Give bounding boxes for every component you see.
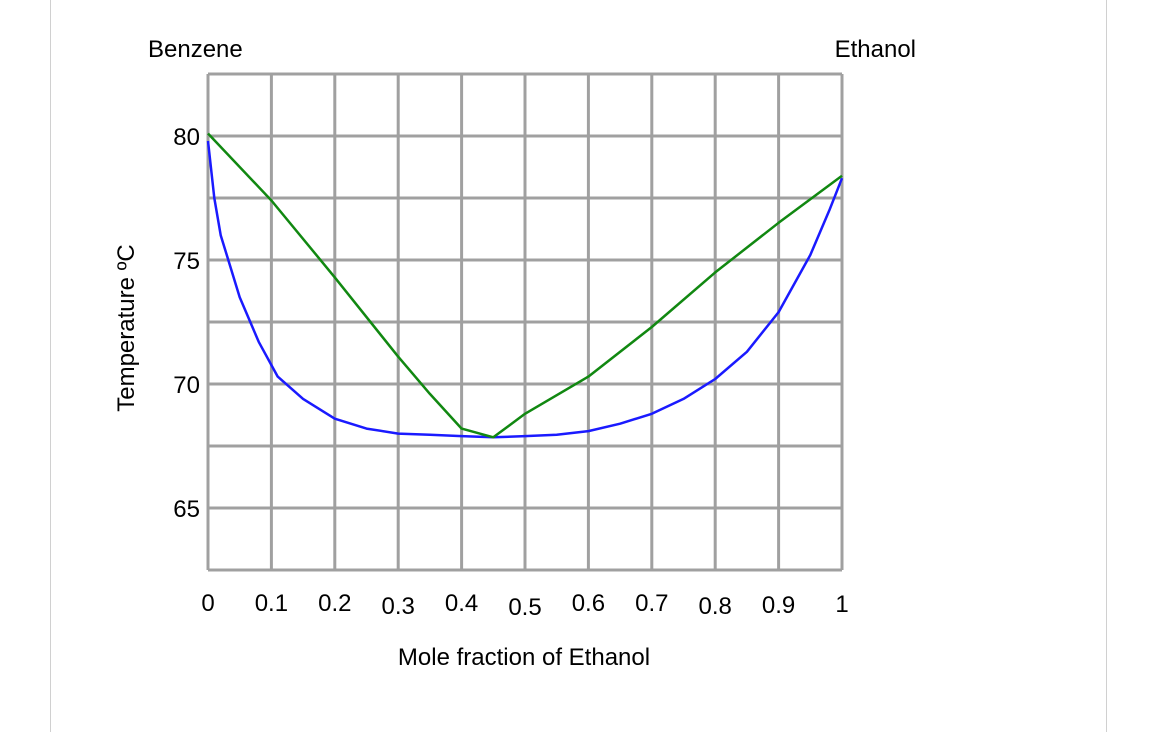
left-border [50,0,51,732]
y-tick-label: 70 [173,372,200,399]
grid [206,72,844,572]
x-tick-label: 0 [201,590,214,617]
x-tick-label: 0.7 [635,590,668,617]
right-border [1106,0,1107,732]
x-tick-label: 0.2 [318,590,351,617]
y-tick-label: 65 [173,496,200,523]
right-end-label: Ethanol [835,36,916,63]
x-tick-label: 0.6 [572,590,605,617]
y-tick-label: 80 [173,124,200,151]
x-tick-label: 0.1 [255,590,288,617]
series-layer [206,132,844,439]
x-tick-label: 0.4 [445,590,478,617]
x-axis-label: Mole fraction of Ethanol [398,644,650,671]
y-tick-labels: 65 70 75 80 [173,124,200,523]
x-tick-label: 0.9 [762,592,795,619]
x-tick-labels: 0 0.1 0.2 0.3 0.4 0.5 0.6 0.7 0.8 0.9 1 [201,590,848,621]
y-axis-label: Temperature ºC [113,244,140,412]
x-tick-label: 0.8 [699,593,732,620]
x-tick-label: 0.5 [508,594,541,621]
y-tick-label: 75 [173,248,200,275]
curve-green [207,132,843,439]
x-tick-label: 0.3 [382,593,415,620]
x-tick-label: 1 [835,591,848,618]
left-end-label: Benzene [148,36,243,63]
